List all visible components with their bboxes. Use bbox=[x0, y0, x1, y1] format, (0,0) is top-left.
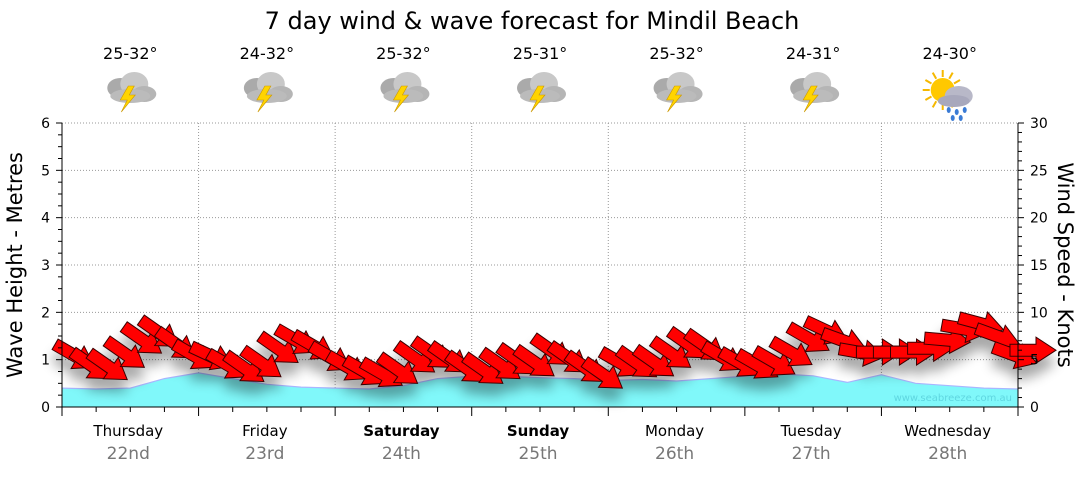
wind-arrow bbox=[102, 335, 146, 368]
day-date: 24th bbox=[382, 444, 421, 464]
wind-arrow bbox=[239, 344, 282, 378]
rain-drop bbox=[946, 107, 951, 113]
thunderstorm-icon bbox=[653, 72, 703, 113]
day-name: Thursday bbox=[92, 422, 163, 440]
lightning-bolt bbox=[529, 85, 546, 113]
grid bbox=[62, 122, 1018, 407]
y2-tick-label: 10 bbox=[1030, 305, 1048, 321]
wind-arrows bbox=[51, 310, 1057, 389]
axes: 0 1 2 3 4 5 6 0 5 10 15 20 25 30 bbox=[41, 116, 1048, 416]
day-date: 22nd bbox=[107, 444, 150, 464]
day-column: 24-32° Friday 23rd bbox=[240, 44, 295, 464]
y-axis-label: Wave Height - Metres bbox=[3, 152, 27, 378]
day-column: 25-32° Thursday 22nd bbox=[92, 44, 163, 464]
y2-tick-label: 20 bbox=[1030, 211, 1048, 227]
sun-ray bbox=[924, 95, 932, 101]
y2-axis-label: Wind Speed - Knots bbox=[1053, 162, 1077, 367]
day-date: 27th bbox=[792, 444, 831, 464]
day-name: Friday bbox=[242, 422, 288, 440]
temperature-range: 25-32° bbox=[649, 44, 704, 63]
rain-drop bbox=[958, 115, 963, 121]
sun-ray bbox=[931, 100, 938, 108]
day-date: 28th bbox=[928, 444, 967, 464]
day-name: Saturday bbox=[363, 422, 440, 440]
thunderstorm-icon bbox=[790, 72, 840, 113]
wind-arrow bbox=[222, 349, 265, 383]
cloud-shape bbox=[937, 95, 970, 107]
wind-arrow bbox=[1009, 336, 1057, 365]
day-name: Sunday bbox=[507, 422, 570, 440]
sun-ray bbox=[931, 72, 938, 80]
wind-arrow bbox=[631, 343, 675, 377]
wave-area bbox=[61, 372, 1019, 407]
day-date: 25th bbox=[518, 444, 557, 464]
wind-arrow bbox=[461, 351, 504, 384]
temperature-range: 25-32° bbox=[103, 44, 158, 63]
y2-tick-label: 30 bbox=[1030, 116, 1048, 132]
sun-ray bbox=[924, 79, 932, 85]
wind-arrow bbox=[580, 356, 624, 389]
wind-arrow bbox=[512, 343, 555, 377]
y-tick-label: 3 bbox=[41, 258, 50, 274]
y-tick-label: 6 bbox=[41, 116, 50, 132]
temperature-range: 24-32° bbox=[240, 44, 295, 63]
temperature-range: 25-32° bbox=[376, 44, 431, 63]
wave-height-area bbox=[62, 372, 1018, 407]
sun-ray bbox=[953, 79, 961, 85]
rain-drop bbox=[950, 115, 955, 121]
wave-height-line bbox=[61, 372, 1019, 390]
lightning-bolt bbox=[119, 85, 136, 113]
wind-arrow bbox=[85, 347, 128, 381]
thunderstorm-icon bbox=[380, 72, 430, 113]
y-tick-label: 2 bbox=[41, 305, 50, 321]
y-tick-label: 1 bbox=[41, 353, 50, 369]
sun-ray bbox=[948, 72, 954, 80]
watermark: www.seabreeze.com.au bbox=[894, 393, 1012, 404]
y-tick-label: 0 bbox=[41, 400, 50, 416]
day-column: 25-32° Monday 26th bbox=[645, 44, 704, 464]
y2-tick-label: 25 bbox=[1030, 163, 1048, 179]
day-labels: 25-32° Thursday 22nd 24-32° Friday 23rd 25-32°… bbox=[92, 44, 991, 464]
lightning-bolt bbox=[802, 85, 819, 113]
wind-arrow bbox=[256, 330, 299, 364]
wind-arrow bbox=[648, 335, 692, 368]
day-column: 24-31° Tuesday 27th bbox=[780, 44, 842, 464]
y2-tick-label: 5 bbox=[1030, 353, 1039, 369]
y2-tick-label: 15 bbox=[1030, 258, 1048, 274]
thunderstorm-icon bbox=[107, 72, 157, 113]
day-name: Wednesday bbox=[904, 422, 991, 440]
thunderstorm-icon bbox=[243, 72, 293, 113]
temperature-range: 24-31° bbox=[786, 44, 841, 63]
lightning-bolt bbox=[392, 85, 410, 113]
chart-title: 7 day wind & wave forecast for Mindil Be… bbox=[265, 7, 800, 35]
day-column: 25-31° Sunday 25th bbox=[507, 44, 570, 464]
day-name: Tuesday bbox=[780, 422, 842, 440]
day-date: 23rd bbox=[245, 444, 284, 464]
day-column: 25-32° Saturday 24th bbox=[363, 44, 440, 464]
day-date: 26th bbox=[655, 444, 694, 464]
thunderstorm-icon bbox=[517, 72, 566, 113]
lightning-bolt bbox=[256, 85, 273, 113]
sun-cloud-rain-icon bbox=[922, 70, 973, 121]
day-name: Monday bbox=[645, 422, 704, 440]
rain-drop bbox=[962, 107, 967, 113]
y2-tick-label: 0 bbox=[1030, 400, 1039, 416]
lightning-bolt bbox=[666, 85, 683, 113]
y-tick-label: 5 bbox=[41, 163, 50, 179]
wind-arrow bbox=[768, 335, 813, 367]
temperature-range: 24-30° bbox=[922, 44, 977, 63]
day-column: 24-30° Wednesday 28th bbox=[904, 44, 991, 464]
wind-arrow bbox=[119, 321, 163, 354]
temperature-range: 25-31° bbox=[513, 44, 568, 63]
rain-drop bbox=[954, 109, 959, 115]
wind-arrow bbox=[375, 351, 419, 384]
y-tick-label: 4 bbox=[41, 211, 50, 227]
